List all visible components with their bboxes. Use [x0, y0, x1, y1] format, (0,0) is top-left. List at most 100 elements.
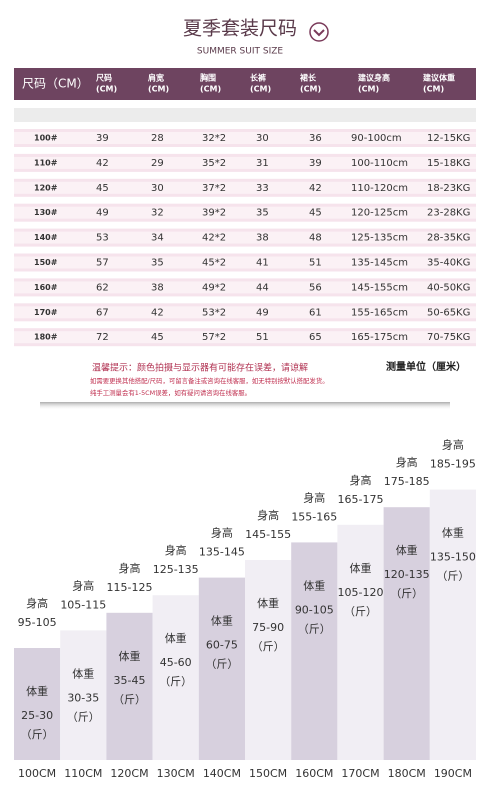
weight-range: 120-135 [384, 568, 430, 581]
size-label: 120CM [110, 767, 148, 780]
table-cell: 155-165cm [351, 307, 408, 318]
height-range: 145-155 [245, 528, 291, 541]
table-cell: 35*2 [202, 158, 226, 169]
table-cell: 42 [96, 158, 109, 169]
size-label: 180CM [388, 767, 426, 780]
height-range: 175-185 [384, 475, 430, 488]
header-cell: 长裤 [250, 73, 266, 83]
table-cell: 31 [256, 158, 269, 169]
table-cell: 37*2 [202, 183, 226, 194]
height-range: 155-165 [291, 510, 337, 523]
weight-label: 体重 [396, 543, 418, 557]
weight-label: 体重 [211, 614, 233, 628]
height-range: 135-145 [199, 546, 245, 559]
table-cell: 28-35KG [427, 233, 470, 244]
table-cell: 48 [309, 233, 322, 244]
table-cell: 110# [34, 158, 58, 167]
height-range: 95-105 [18, 616, 57, 629]
note-line: 如需要更换其他搭配/尺码，可留言备注或咨询在线客服，如无特别按默认搭配发货。 [90, 376, 329, 385]
height-label: 身高 [165, 543, 187, 557]
note-line: 纯手工测量会有1-5CM误差，如有疑问请咨询在线客服。 [90, 388, 251, 397]
table-cell: 42 [309, 183, 322, 194]
table-cell: 12-15KG [427, 133, 470, 144]
header-cell: (CM) [250, 85, 271, 94]
size-step [14, 648, 61, 760]
weight-unit: （斤） [205, 658, 238, 671]
table-cell: 32*2 [202, 133, 226, 144]
table-cell: 45 [309, 208, 322, 219]
weight-unit: （斤） [21, 728, 54, 741]
header-cell: (CM) [96, 85, 117, 94]
height-label: 身高 [119, 561, 141, 575]
table-cell: 38 [151, 282, 164, 293]
table-cell: 170# [34, 308, 58, 317]
header-cell: (CM) [200, 85, 221, 94]
table-cell: 90-100cm [351, 133, 402, 144]
table-cell: 120# [34, 183, 58, 192]
row-inner [14, 206, 476, 219]
table-cell: 30 [256, 133, 269, 144]
weight-unit: （斤） [436, 570, 469, 583]
header-cell: (CM) [358, 85, 379, 94]
weight-unit: （斤） [252, 640, 285, 653]
table-cell: 65 [309, 332, 322, 343]
size-label: 170CM [341, 767, 379, 780]
weight-unit: （斤） [67, 710, 100, 723]
weight-range: 135-150 [430, 551, 476, 564]
row-inner [14, 281, 476, 294]
height-label: 身高 [442, 438, 464, 452]
weight-range: 60-75 [206, 639, 238, 652]
table-cell: 160# [34, 283, 58, 292]
header-cell: 尺码（CM） [22, 77, 89, 91]
table-cell: 165-175cm [351, 332, 408, 343]
table-cell: 35 [256, 208, 269, 219]
row-inner [14, 132, 476, 144]
table-cell: 18-23KG [427, 183, 470, 194]
height-label: 身高 [350, 473, 372, 487]
table-cell: 45*2 [202, 258, 226, 269]
weight-label: 体重 [165, 631, 187, 645]
height-range: 125-135 [153, 563, 199, 576]
table-cell: 36 [309, 133, 322, 144]
header-cell: 尺码 [96, 74, 112, 83]
row-inner [14, 306, 476, 319]
height-range: 185-195 [430, 458, 476, 471]
height-label: 身高 [26, 596, 48, 610]
row-inner [14, 256, 476, 269]
table-cell: 32 [151, 208, 164, 219]
weight-unit: （斤） [159, 675, 192, 688]
table-cell: 53*2 [202, 307, 226, 318]
header-cell: (CM) [148, 85, 169, 94]
header-cell: 建议体重 [422, 73, 455, 83]
size-step [429, 489, 476, 760]
weight-label: 体重 [303, 578, 325, 592]
table-cell: 67 [96, 307, 109, 318]
divider-shadow [40, 402, 450, 410]
height-label: 身高 [211, 526, 233, 540]
table-cell: 42 [151, 307, 164, 318]
measure-unit: 测量单位（厘米） [386, 360, 466, 373]
weight-unit: （斤） [298, 622, 331, 635]
size-label: 110CM [64, 767, 102, 780]
table-spacer [14, 108, 476, 122]
table-cell: 50-65KG [427, 307, 470, 318]
weight-range: 45-60 [160, 656, 192, 669]
height-label: 身高 [72, 578, 94, 592]
table-cell: 49 [256, 307, 269, 318]
table-cell: 100-110cm [351, 158, 408, 169]
weight-label: 体重 [119, 649, 141, 663]
table-cell: 56 [309, 282, 322, 293]
subtitle: SUMMER SUIT SIZE [197, 47, 283, 57]
table-cell: 39 [96, 133, 109, 144]
table-cell: 110-120cm [351, 183, 408, 194]
row-inner [14, 156, 476, 169]
table-cell: 140# [34, 233, 58, 242]
table-cell: 39 [309, 158, 322, 169]
table-cell: 100# [34, 134, 58, 143]
height-label: 身高 [303, 490, 325, 504]
table-cell: 45 [151, 332, 164, 343]
table-cell: 72 [96, 332, 109, 343]
height-range: 105-115 [60, 598, 106, 611]
